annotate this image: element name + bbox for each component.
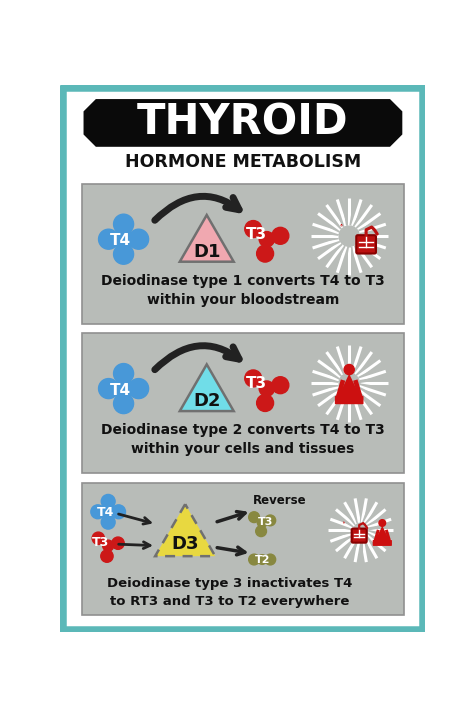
Circle shape bbox=[101, 494, 115, 508]
Circle shape bbox=[114, 229, 134, 249]
Circle shape bbox=[99, 378, 118, 398]
Polygon shape bbox=[155, 504, 215, 556]
Circle shape bbox=[249, 512, 259, 523]
Circle shape bbox=[128, 229, 149, 249]
FancyBboxPatch shape bbox=[82, 184, 404, 324]
Polygon shape bbox=[180, 364, 234, 411]
Circle shape bbox=[272, 377, 289, 393]
Polygon shape bbox=[180, 215, 234, 262]
Circle shape bbox=[256, 395, 273, 412]
FancyBboxPatch shape bbox=[373, 540, 392, 546]
FancyBboxPatch shape bbox=[352, 528, 367, 542]
Polygon shape bbox=[338, 373, 360, 397]
FancyBboxPatch shape bbox=[82, 333, 404, 474]
FancyBboxPatch shape bbox=[335, 396, 364, 404]
Circle shape bbox=[249, 554, 259, 565]
Circle shape bbox=[101, 515, 115, 529]
Text: T2: T2 bbox=[255, 555, 270, 565]
Circle shape bbox=[114, 364, 134, 383]
Circle shape bbox=[128, 378, 149, 398]
Polygon shape bbox=[83, 99, 402, 147]
Circle shape bbox=[101, 505, 115, 519]
Circle shape bbox=[114, 378, 134, 398]
Circle shape bbox=[379, 520, 386, 526]
Circle shape bbox=[257, 555, 267, 564]
Circle shape bbox=[255, 526, 266, 537]
Circle shape bbox=[114, 244, 134, 264]
Text: Deiodinase type 3 inactivates T4
to RT3 and T3 to T2 everywhere: Deiodinase type 3 inactivates T4 to RT3 … bbox=[107, 577, 353, 608]
Text: D2: D2 bbox=[193, 392, 220, 410]
Text: T3: T3 bbox=[92, 536, 109, 549]
Circle shape bbox=[257, 518, 267, 528]
Circle shape bbox=[114, 393, 134, 414]
Text: Deiodinase type 2 converts T4 to T3
within your cells and tissues: Deiodinase type 2 converts T4 to T3 with… bbox=[101, 423, 385, 457]
FancyBboxPatch shape bbox=[356, 235, 376, 253]
Polygon shape bbox=[375, 526, 390, 541]
Circle shape bbox=[272, 227, 289, 244]
Circle shape bbox=[91, 505, 105, 519]
Circle shape bbox=[114, 214, 134, 234]
Circle shape bbox=[265, 515, 276, 526]
Circle shape bbox=[92, 532, 104, 545]
Text: Reverse: Reverse bbox=[253, 494, 307, 508]
Circle shape bbox=[103, 540, 114, 551]
Text: T4: T4 bbox=[97, 506, 115, 519]
Circle shape bbox=[101, 550, 113, 562]
Circle shape bbox=[112, 537, 124, 550]
Text: HORMONE METABOLISM: HORMONE METABOLISM bbox=[125, 153, 361, 171]
Text: THYROID: THYROID bbox=[137, 102, 349, 144]
Circle shape bbox=[259, 381, 274, 396]
Text: T3: T3 bbox=[258, 517, 273, 527]
Text: T3: T3 bbox=[246, 376, 266, 391]
Text: T4: T4 bbox=[110, 383, 131, 398]
Circle shape bbox=[256, 245, 273, 262]
Text: Deiodinase type 1 converts T4 to T3
within your bloodstream: Deiodinase type 1 converts T4 to T3 with… bbox=[101, 273, 385, 307]
Text: D3: D3 bbox=[172, 535, 199, 553]
Circle shape bbox=[245, 370, 262, 387]
Circle shape bbox=[112, 505, 126, 519]
Text: D1: D1 bbox=[193, 243, 220, 261]
Text: T3: T3 bbox=[246, 227, 266, 242]
Circle shape bbox=[265, 554, 276, 565]
Text: T4: T4 bbox=[110, 234, 131, 248]
Circle shape bbox=[245, 221, 262, 238]
Circle shape bbox=[99, 229, 118, 249]
Circle shape bbox=[259, 231, 274, 247]
FancyBboxPatch shape bbox=[82, 483, 404, 615]
Circle shape bbox=[344, 364, 354, 375]
